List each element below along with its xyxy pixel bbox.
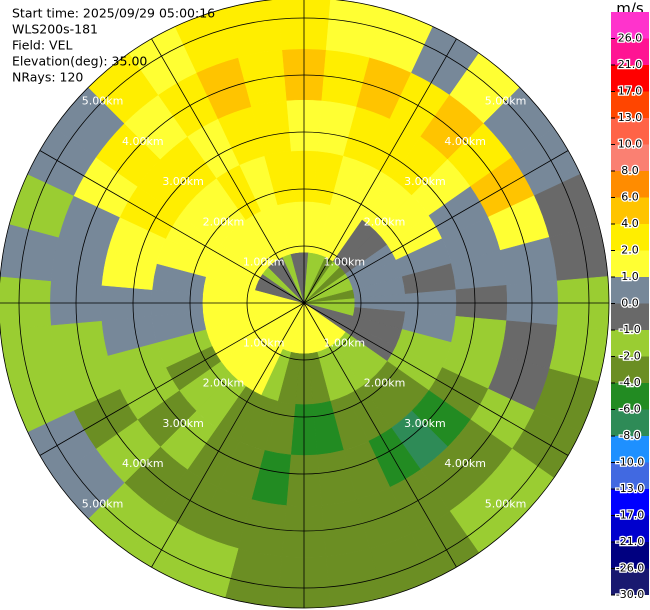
header-line: Elevation(deg): 35.00 — [12, 54, 147, 69]
header-line: Field: VEL — [12, 38, 72, 53]
colorbar-label: 10.0 — [618, 138, 643, 151]
range-label: 1.00km — [324, 336, 366, 349]
colorbar-label: 2.0 — [621, 244, 639, 257]
colorbar-band — [611, 250, 649, 277]
colorbar-band — [611, 356, 649, 383]
colorbar-label: 26.0 — [618, 32, 643, 45]
colorbar-band — [611, 277, 649, 304]
colorbar-label: -8.0 — [619, 429, 640, 442]
colorbar-label: 21.0 — [618, 58, 643, 71]
range-ring — [189, 188, 419, 418]
colorbar-band — [611, 197, 649, 224]
range-label: 1.00km — [243, 256, 285, 269]
colorbar-band — [611, 542, 649, 569]
colorbar-label: -2.0 — [619, 350, 640, 363]
range-ring — [18, 17, 590, 589]
outer-ring — [0, 0, 610, 609]
range-label: 5.00km — [485, 497, 527, 510]
colorbar-band — [611, 118, 649, 145]
colorbar-label: -13.0 — [616, 482, 644, 495]
colorbar-band — [611, 568, 649, 595]
range-label: 4.00km — [444, 457, 486, 470]
colorbar-label: 8.0 — [621, 164, 639, 177]
colorbar-label: -30.0 — [616, 588, 644, 601]
ppi-plot — [0, 0, 610, 609]
colorbar-label: 6.0 — [621, 191, 639, 204]
colorbar-band — [611, 436, 649, 463]
colorbar-band — [611, 303, 649, 330]
range-ring — [75, 74, 533, 532]
radial-line — [303, 302, 569, 456]
range-label: 2.00km — [364, 377, 406, 390]
radial-line — [303, 302, 457, 568]
colorbar-label: -21.0 — [616, 535, 644, 548]
colorbar-band — [611, 330, 649, 357]
colorbar-label: 1.0 — [621, 270, 639, 283]
range-label: 3.00km — [162, 175, 204, 188]
colorbar-band — [611, 91, 649, 118]
colorbar-label: -26.0 — [616, 562, 644, 575]
radial-line — [303, 38, 457, 304]
range-label: 5.00km — [485, 95, 527, 108]
range-label: 5.00km — [82, 497, 124, 510]
radial-line — [151, 38, 305, 304]
colorbar-label: -1.0 — [619, 323, 640, 336]
colorbar-band — [611, 383, 649, 410]
range-label: 3.00km — [404, 417, 446, 430]
range-label: 5.00km — [82, 95, 124, 108]
colorbar-label: -6.0 — [619, 403, 640, 416]
radial-line — [39, 302, 305, 456]
colorbar-label: 0.0 — [621, 297, 639, 310]
range-label: 1.00km — [324, 256, 366, 269]
range-label: 4.00km — [444, 135, 486, 148]
colorbar-band — [611, 12, 649, 39]
range-label: 2.00km — [364, 215, 406, 228]
radial-line — [303, 150, 569, 304]
header-line: Start time: 2025/09/29 05:00:16 — [12, 6, 215, 21]
colorbar: m/s26.021.017.013.010.08.06.04.02.01.00.… — [611, 0, 649, 602]
colorbar-band — [611, 144, 649, 171]
range-label: 3.00km — [162, 417, 204, 430]
colorbar-label: -10.0 — [616, 456, 644, 469]
colorbar-band — [611, 515, 649, 542]
colorbar-label: -17.0 — [616, 509, 644, 522]
radial-line — [151, 302, 305, 568]
colorbar-band — [611, 409, 649, 436]
colorbar-band — [611, 489, 649, 516]
range-label: 2.00km — [203, 377, 245, 390]
range-label: 2.00km — [203, 215, 245, 228]
header-line: WLS200s-181 — [12, 22, 98, 37]
overlay: 1.00km 1.00km 1.00km 1.00km 2.00km 2.00km 2.00… — [0, 0, 610, 609]
range-label: 1.00km — [243, 336, 285, 349]
colorbar-band — [611, 171, 649, 198]
radial-line — [39, 150, 305, 304]
colorbar-label: -4.0 — [619, 376, 640, 389]
header-line: NRays: 120 — [12, 70, 83, 85]
colorbar-band — [611, 65, 649, 92]
range-ring — [132, 131, 476, 475]
colorbar-band — [611, 462, 649, 489]
colorbar-label: 17.0 — [618, 85, 643, 98]
range-ring — [246, 245, 362, 361]
colorbar-label: 13.0 — [618, 111, 643, 124]
range-label: 4.00km — [122, 135, 164, 148]
colorbar-band — [611, 224, 649, 251]
colorbar-band — [611, 38, 649, 65]
range-label: 3.00km — [404, 175, 446, 188]
range-label: 4.00km — [122, 457, 164, 470]
colorbar-label: 4.0 — [621, 217, 639, 230]
